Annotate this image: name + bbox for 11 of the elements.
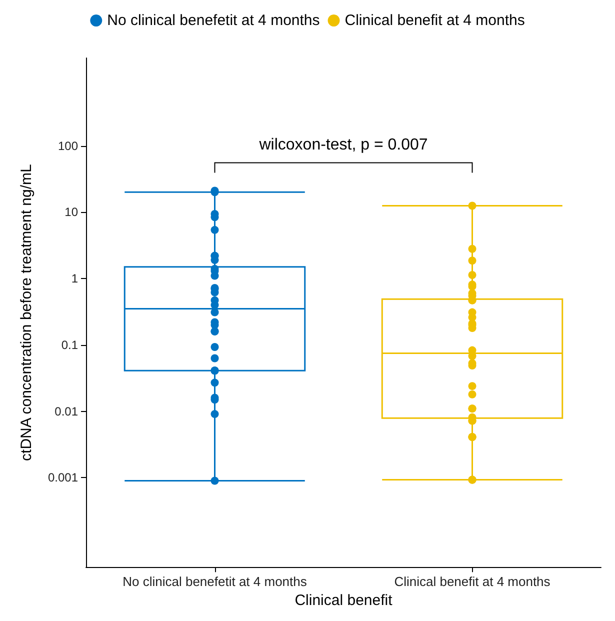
legend-label: Clinical benefit at 4 months	[344, 12, 525, 29]
y-tick-label: 100	[58, 138, 78, 153]
y-tick-label: 0.01	[54, 404, 78, 418]
y-axis-title: ctDNA concentration before treatment ng/mL	[18, 164, 35, 461]
y-tick-label: 0.001	[48, 470, 78, 485]
legend-label: No clinical benefetit at 4 months	[107, 12, 320, 29]
y-tick-label: 10	[64, 205, 78, 220]
y-tick-label: 1	[71, 272, 78, 286]
y-tick-label: 0.1	[61, 338, 78, 352]
x-axis-title: Clinical benefit	[294, 592, 394, 609]
annotation: wilcoxon-test, p = 0.007	[258, 136, 428, 154]
